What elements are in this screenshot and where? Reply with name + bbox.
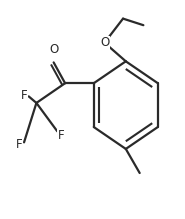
Text: F: F xyxy=(58,129,64,142)
Text: F: F xyxy=(16,138,23,151)
Text: O: O xyxy=(100,36,109,49)
Text: O: O xyxy=(49,43,58,56)
Text: F: F xyxy=(21,89,27,102)
